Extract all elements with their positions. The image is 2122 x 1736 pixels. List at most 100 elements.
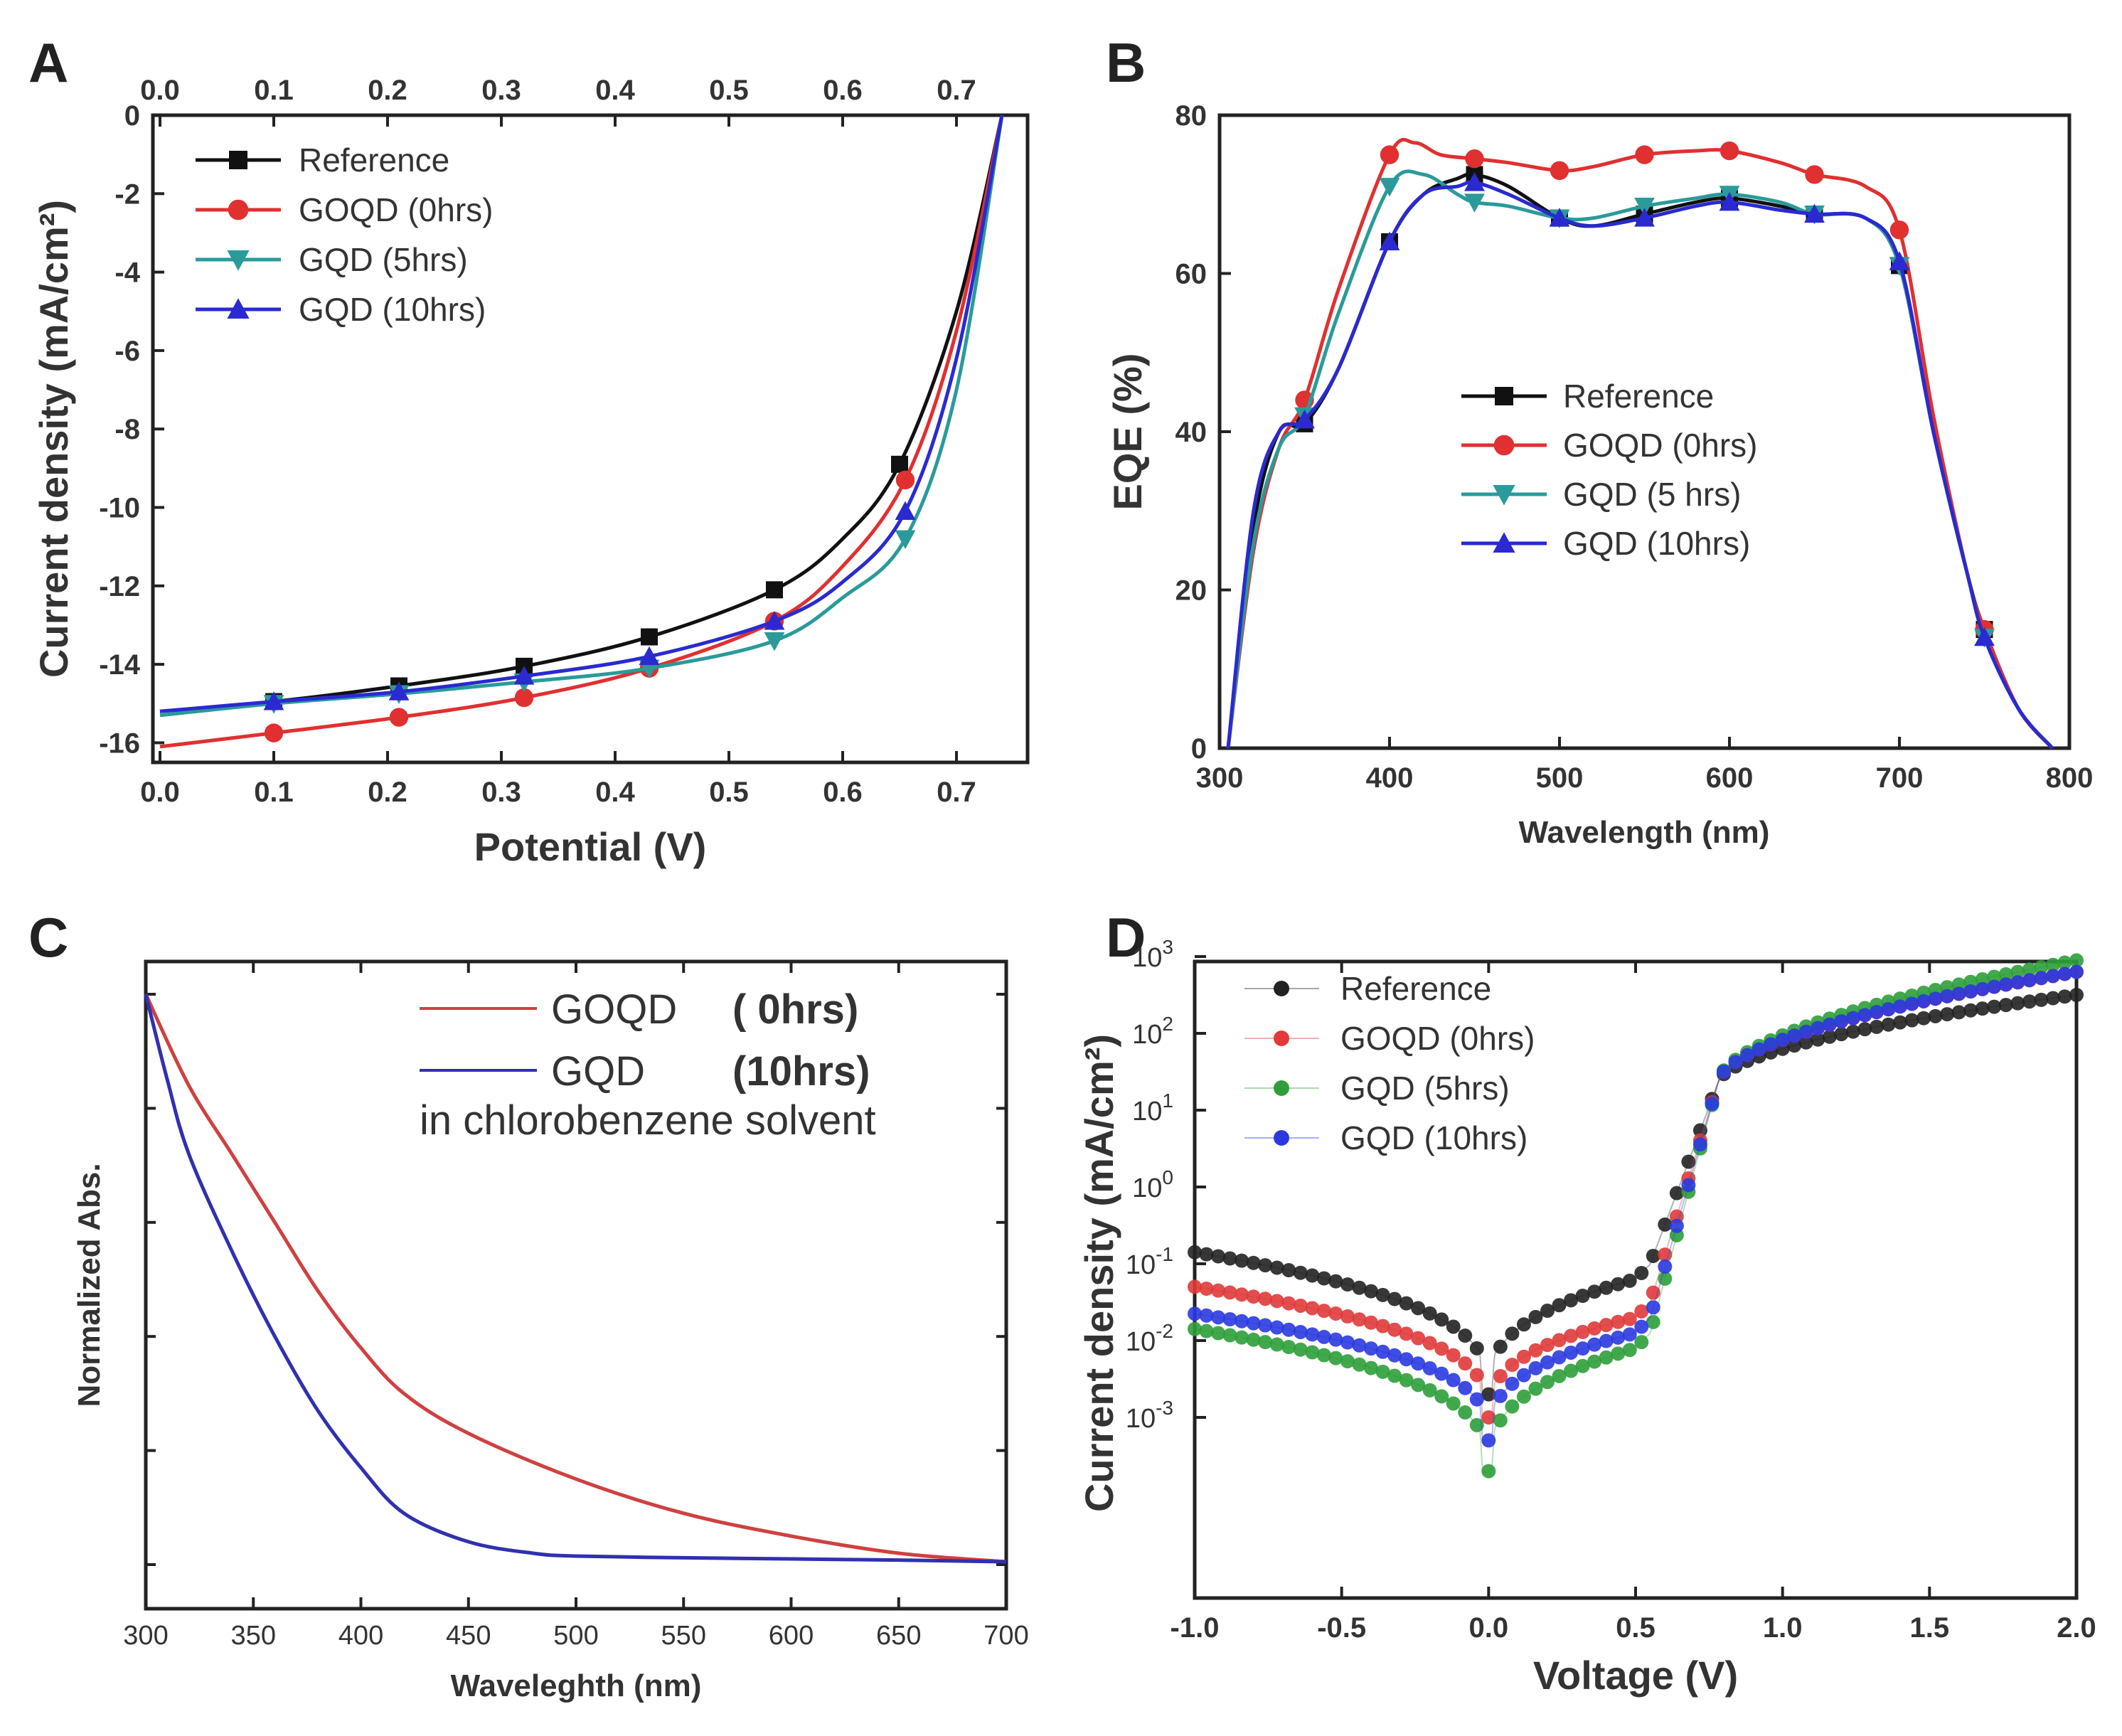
legend-suffix: (10hrs) xyxy=(732,1048,870,1095)
data-point xyxy=(1575,1341,1590,1356)
data-point xyxy=(2034,971,2049,986)
data-point xyxy=(1211,1283,1226,1298)
y-tick-exponent: 2 xyxy=(1162,1013,1173,1035)
data-point xyxy=(1951,986,1966,1001)
data-point xyxy=(1481,1410,1496,1425)
data-point xyxy=(1411,1301,1426,1316)
data-point xyxy=(1458,1380,1473,1395)
data-point xyxy=(1305,1268,1320,1283)
data-point xyxy=(1963,984,1978,999)
top-x-tick-label: 0.5 xyxy=(709,75,749,106)
data-point xyxy=(1963,1003,1978,1018)
data-point xyxy=(1889,220,1909,240)
panel-c-y-axis-title: Normalized Abs. xyxy=(72,1163,107,1407)
data-point xyxy=(1587,1284,1602,1299)
panel-d-curves xyxy=(1188,953,2084,1479)
data-point xyxy=(1293,1324,1308,1339)
data-point xyxy=(1975,981,1990,996)
data-point xyxy=(1481,1464,1496,1479)
data-point xyxy=(895,530,916,550)
y-tick-base: 10 xyxy=(1132,943,1162,973)
data-point xyxy=(1528,1360,1543,1375)
data-point xyxy=(1422,1360,1437,1375)
data-point xyxy=(1246,1255,1261,1270)
data-point xyxy=(1422,1336,1437,1351)
legend-label: GQD (10hrs) xyxy=(299,291,486,328)
x-tick-label: 450 xyxy=(446,1621,491,1651)
data-point xyxy=(1552,1298,1567,1313)
data-point xyxy=(1646,1314,1660,1329)
panel-a-ticks: 0.0 0.1 0.2 0.3 0.4 0.5 0.6 0.7 0.0 0.1 0.2 0.3 0.4 0… xyxy=(99,75,976,808)
data-point xyxy=(514,688,534,708)
panel-a: A 0.0 0.1 0.2 0.3 0.4 0.5 0.6 0.70.0 0.1 0.2 0.3 0.… xyxy=(28,31,1030,869)
data-point xyxy=(1646,1248,1660,1263)
data-point xyxy=(1549,208,1570,227)
y-tick-label: 10-2 xyxy=(1126,1320,1173,1357)
x-tick-label: 400 xyxy=(1366,762,1414,794)
data-point xyxy=(1622,1311,1637,1326)
data-point xyxy=(1681,1178,1696,1193)
data-point xyxy=(1805,165,1824,184)
data-point xyxy=(1940,1007,1955,1022)
data-point xyxy=(1269,1294,1284,1309)
data-point xyxy=(1316,1304,1331,1319)
data-point xyxy=(1516,1349,1531,1364)
legend-label: GQD (5hrs) xyxy=(299,241,468,278)
x-tick-label: 0.0 xyxy=(140,777,180,808)
data-point xyxy=(1399,1352,1414,1367)
data-point xyxy=(2022,994,2037,1009)
panel-a-x-axis-title: Potential (V) xyxy=(474,824,707,869)
y-tick-exponent: 0 xyxy=(1162,1166,1173,1188)
data-point xyxy=(1246,1332,1261,1347)
data-point xyxy=(1634,1335,1649,1350)
data-point xyxy=(639,646,660,666)
data-point xyxy=(1611,1346,1626,1361)
data-point xyxy=(1422,1306,1437,1321)
data-point xyxy=(263,691,284,710)
data-point xyxy=(1634,197,1655,217)
data-point xyxy=(1364,1341,1378,1356)
y-tick-label: -10 xyxy=(99,493,140,524)
series-line xyxy=(159,115,1004,713)
y-tick-label: -14 xyxy=(99,649,141,681)
data-point xyxy=(1199,1247,1214,1262)
data-point xyxy=(1199,1324,1214,1338)
legend-marker xyxy=(1493,485,1515,506)
data-point xyxy=(1316,1329,1331,1344)
data-point xyxy=(1893,1015,1907,1030)
data-point xyxy=(1340,1335,1355,1350)
data-point xyxy=(1928,1008,1943,1023)
data-point xyxy=(1199,1282,1214,1296)
data-point xyxy=(1281,1340,1296,1355)
data-point xyxy=(1411,1378,1426,1392)
legend-marker xyxy=(1274,1080,1289,1096)
data-point xyxy=(1493,1388,1508,1403)
y-tick-label: -8 xyxy=(114,414,140,445)
data-point xyxy=(1481,1433,1496,1448)
data-point xyxy=(1622,1327,1637,1342)
y-tick-label: -2 xyxy=(114,179,140,210)
data-point xyxy=(1705,1096,1720,1111)
data-point xyxy=(1564,1363,1579,1378)
data-point xyxy=(1822,1017,1837,1032)
y-tick-exponent: -2 xyxy=(1156,1320,1173,1342)
data-point xyxy=(1611,1277,1626,1292)
panel-b-curves xyxy=(1226,138,2054,750)
y-tick-exponent: -3 xyxy=(1156,1397,1173,1419)
data-point xyxy=(1516,1368,1531,1383)
data-point xyxy=(1528,1309,1543,1324)
data-point xyxy=(895,501,916,521)
series-line xyxy=(1194,959,2077,1475)
data-point xyxy=(1540,1355,1555,1370)
data-point xyxy=(1987,999,2002,1014)
x-tick-label: 300 xyxy=(123,1621,168,1651)
data-point xyxy=(1987,969,2002,984)
data-point xyxy=(1422,1383,1437,1397)
data-point xyxy=(1469,1392,1484,1407)
data-point xyxy=(1552,1350,1567,1365)
data-point xyxy=(1222,1251,1237,1266)
data-point xyxy=(1281,1296,1296,1311)
data-point xyxy=(1293,1298,1308,1313)
legend-marker xyxy=(1274,1031,1289,1046)
x-tick-label: 600 xyxy=(769,1621,814,1651)
